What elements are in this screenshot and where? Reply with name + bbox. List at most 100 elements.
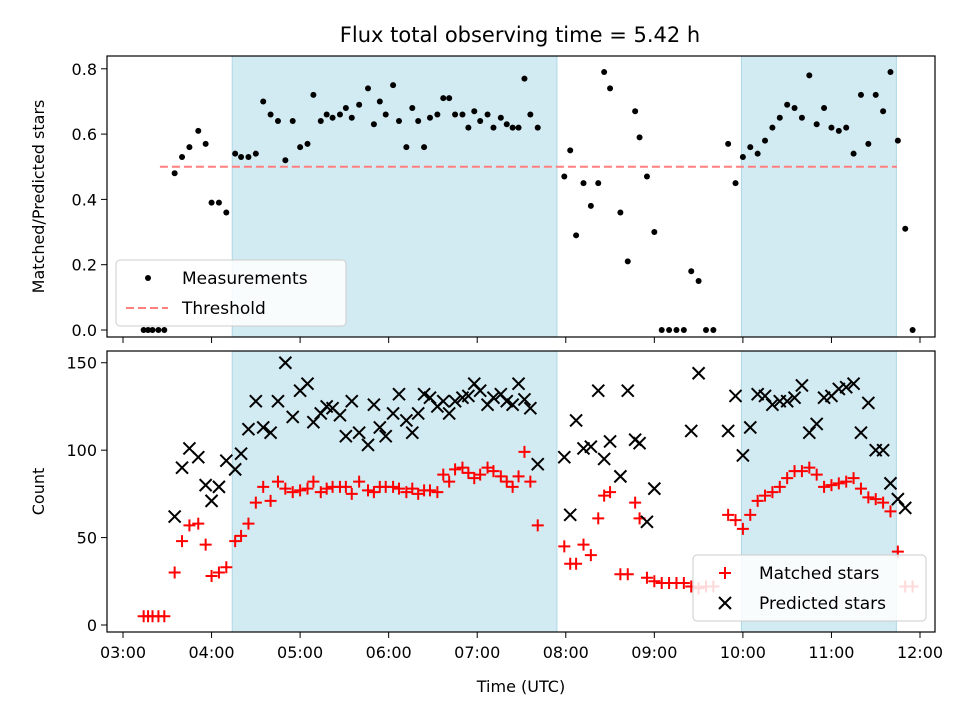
shaded-interval — [231, 350, 558, 633]
measurement-point — [601, 69, 608, 76]
predicted-star-point — [204, 494, 219, 508]
top-panel: 0.0 0.2 0.4 0.6 0.8 Matched/Predicted stars Me… — [29, 55, 936, 343]
measurement-point — [880, 108, 887, 115]
measurement-point — [336, 111, 343, 118]
measurement-point — [161, 327, 168, 333]
predicted-star-point — [448, 394, 462, 408]
matched-star-point — [531, 519, 544, 532]
measurement-point — [317, 118, 324, 125]
matched-star-point — [570, 557, 583, 570]
x-tick-label: 08:00 — [543, 643, 589, 662]
predicted-star-point — [212, 480, 226, 494]
predicted-star-point — [861, 396, 876, 410]
measurement-point — [688, 268, 695, 275]
matched-star-point — [736, 522, 749, 535]
measurement-point — [865, 140, 872, 147]
measurement-point — [887, 69, 894, 76]
predicted-star-point — [352, 425, 366, 440]
measurement-point — [267, 111, 274, 118]
measurement-point — [636, 134, 643, 141]
shaded-interval — [740, 55, 897, 338]
matched-star-point — [392, 482, 405, 495]
measurement-point — [850, 150, 857, 157]
x-tick-label: 10:00 — [720, 643, 766, 662]
matched-star-point — [183, 519, 196, 532]
predicted-star-point — [241, 422, 256, 436]
predicted-star-point — [765, 397, 780, 412]
matched-star-point — [257, 480, 270, 493]
measurement-point — [434, 111, 441, 118]
measurement-point — [140, 327, 147, 333]
measurement-point — [872, 91, 879, 98]
predicted-star-point — [563, 508, 577, 522]
predicted-star-point — [531, 457, 545, 471]
matched-star-point — [220, 561, 233, 574]
predicted-star-point — [591, 384, 605, 398]
measurement-point — [791, 104, 798, 111]
matched-star-point — [512, 470, 525, 483]
measurement-point — [304, 140, 311, 147]
predicted-star-point — [517, 392, 532, 407]
matched-star-point — [205, 570, 218, 583]
measurement-point — [776, 114, 783, 121]
matched-star-point — [494, 470, 507, 483]
matched-star-point — [577, 538, 590, 551]
measurement-point — [725, 140, 732, 147]
predicted-star-point — [339, 429, 353, 443]
measurement-point — [673, 327, 680, 333]
measurement-point — [202, 140, 209, 147]
matched-star-point — [168, 566, 181, 579]
measurement-point — [395, 118, 402, 125]
y-tick-label: 0.8 — [72, 60, 97, 79]
matched-star-point — [810, 468, 823, 481]
predicted-star-point — [743, 420, 757, 435]
predicted-star-point — [333, 408, 347, 422]
matched-star-point — [192, 517, 205, 530]
measurement-point — [245, 153, 252, 160]
predicted-star-point — [361, 438, 375, 452]
predicted-star-point — [584, 439, 598, 454]
legend-label: Matched stars — [759, 564, 879, 584]
y-tick-label: 150 — [66, 354, 97, 373]
matched-star-point — [443, 475, 456, 488]
measurement-point — [252, 150, 259, 157]
matched-star-point — [387, 480, 400, 493]
matched-star-point — [474, 468, 487, 481]
measurement-point — [534, 124, 541, 131]
measurement-point — [521, 75, 528, 82]
matched-star-point — [487, 465, 500, 478]
measurement-point — [149, 327, 156, 333]
predicted-star-point — [613, 469, 628, 484]
matched-star-point — [212, 566, 225, 579]
measurement-point — [798, 114, 805, 121]
x-tick-label: 06:00 — [366, 643, 412, 662]
x-tick-label: 04:00 — [189, 643, 235, 662]
measurement-point — [297, 144, 304, 151]
measurement-point — [370, 121, 377, 128]
legend-marker — [719, 567, 731, 579]
measurement-point — [471, 108, 478, 115]
measurement-point — [580, 180, 587, 187]
measurement-point — [238, 153, 245, 160]
measurement-point — [155, 327, 162, 333]
measurement-point — [595, 180, 602, 187]
predicted-star-point — [286, 410, 300, 424]
bottom-panel: 0 50 100 150 03:00 04:00 05:00 06:00 07:00 08:00 0… — [29, 350, 943, 696]
predicted-star-point — [436, 394, 450, 408]
matched-star-point — [766, 486, 779, 499]
y-axis-label: Count — [29, 468, 48, 516]
matched-star-point — [176, 535, 189, 548]
measurement-point — [376, 98, 383, 105]
x-tick-label: 03:00 — [100, 643, 146, 662]
matched-star-point — [877, 496, 890, 509]
matched-star-point — [294, 484, 307, 497]
y-tick-label: 0.6 — [72, 125, 97, 144]
measurement-point — [171, 170, 178, 177]
matched-star-point — [235, 529, 248, 542]
measurement-point — [145, 327, 152, 333]
matched-star-point — [869, 493, 882, 506]
matched-star-point — [431, 486, 444, 499]
matched-star-point — [271, 475, 284, 488]
measurement-point — [509, 124, 516, 131]
measurement-point — [497, 114, 504, 121]
